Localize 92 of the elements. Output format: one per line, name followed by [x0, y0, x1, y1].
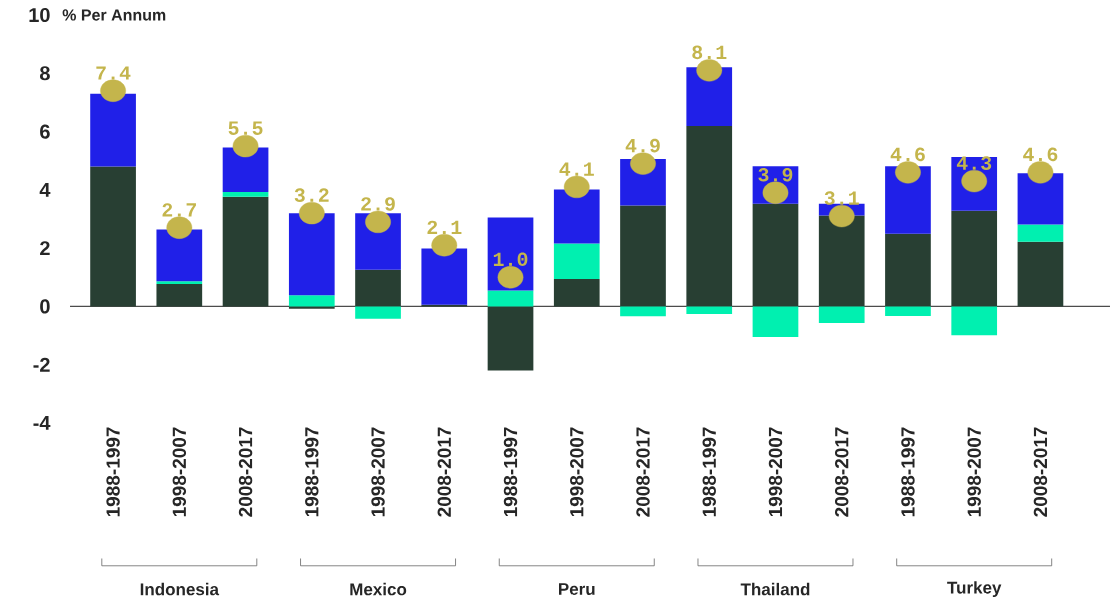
bar — [487, 306, 534, 371]
text: Indonesia — [140, 582, 220, 596]
bar — [951, 306, 998, 336]
point — [166, 216, 193, 239]
data-label: 1.0 — [493, 252, 528, 267]
point — [100, 79, 126, 102]
bar — [686, 306, 733, 314]
bar — [885, 233, 931, 307]
point — [431, 234, 458, 257]
x-tick-label: 1988-1997 — [106, 427, 120, 517]
point — [762, 181, 789, 204]
data-label: 3.1 — [824, 191, 859, 205]
point — [232, 135, 259, 158]
x-tick-label: 1988-1997 — [503, 427, 518, 517]
text: Thailand — [740, 582, 810, 596]
bar — [288, 306, 335, 309]
bar — [156, 229, 203, 282]
x-tick-label: 2008-2017 — [1033, 427, 1048, 517]
bar — [156, 283, 203, 307]
bar — [1017, 224, 1064, 242]
x-tick-label: 1998-2007 — [768, 427, 783, 517]
bar — [288, 295, 335, 307]
data-label: 4.3 — [956, 156, 992, 170]
text: Turkey — [947, 581, 1002, 598]
x-tick-label: 2008-2017 — [636, 427, 650, 517]
bar — [818, 215, 865, 307]
bar — [620, 205, 666, 307]
bar — [885, 306, 931, 317]
bar — [752, 203, 799, 307]
bar — [90, 166, 136, 307]
y-tick-label: 4 — [39, 182, 51, 197]
data-label: 7.4 — [96, 66, 131, 80]
x-tick-label: 1998-2007 — [371, 427, 385, 517]
data-label: 5.5 — [228, 121, 263, 135]
y-tick-label: 6 — [40, 124, 50, 139]
x-tick-label: 1998-2007 — [172, 427, 187, 517]
x-tick-label: 1988-1997 — [305, 427, 319, 517]
x-tick-label: 2008-2017 — [834, 427, 849, 517]
data-label: 4.1 — [559, 162, 594, 176]
bar — [355, 269, 401, 307]
point — [696, 59, 723, 82]
bar — [288, 213, 335, 296]
point — [630, 152, 656, 175]
bar — [553, 189, 600, 244]
point — [828, 204, 855, 228]
data-label: 2.7 — [162, 203, 196, 217]
point — [298, 202, 325, 225]
data-label: 3.9 — [758, 167, 793, 182]
bar — [156, 281, 203, 284]
text: Peru — [559, 583, 595, 596]
point — [563, 175, 590, 199]
point — [961, 169, 988, 193]
x-tick-label: 2008-2017 — [238, 427, 253, 517]
x-tick-label: 1998-2007 — [570, 427, 584, 517]
bar — [620, 306, 666, 317]
bar — [355, 306, 401, 319]
y-tick-label: -2 — [33, 357, 50, 372]
data-label: 8.1 — [692, 45, 727, 60]
x-tick-label: 1988-1997 — [702, 427, 716, 517]
x-tick-label: 1988-1997 — [901, 427, 915, 517]
y-tick-label: -4 — [33, 416, 51, 430]
y-axis-title: % Per Annum — [62, 9, 166, 21]
x-tick-label: 2008-2017 — [437, 427, 451, 517]
point — [895, 161, 921, 184]
bar — [553, 243, 600, 280]
bar — [752, 306, 799, 338]
data-label: 4.6 — [890, 147, 925, 162]
bar — [951, 210, 998, 307]
point — [497, 266, 524, 289]
data-label: 2.9 — [361, 197, 395, 211]
bar — [222, 196, 269, 307]
y-tick-label: 0 — [40, 299, 50, 314]
data-label: 4.9 — [625, 138, 660, 153]
y-tick-label: 10 — [29, 7, 50, 23]
point — [365, 210, 391, 234]
bar — [487, 290, 534, 307]
bar — [686, 126, 733, 307]
y-tick-label: 8 — [39, 66, 50, 81]
point — [1027, 161, 1054, 184]
bar — [553, 279, 600, 307]
x-tick-label: 1998-2007 — [967, 427, 981, 517]
bar — [1017, 241, 1064, 307]
text: Mexico — [350, 582, 407, 596]
bar — [818, 306, 865, 324]
data-label: 3.2 — [294, 188, 329, 202]
bar — [90, 93, 136, 167]
bar — [421, 248, 468, 305]
data-label: 4.6 — [1023, 147, 1058, 162]
bar — [1017, 173, 1064, 225]
data-label: 2.1 — [427, 220, 462, 235]
bar — [222, 191, 269, 197]
y-tick-label: 2 — [40, 241, 50, 256]
